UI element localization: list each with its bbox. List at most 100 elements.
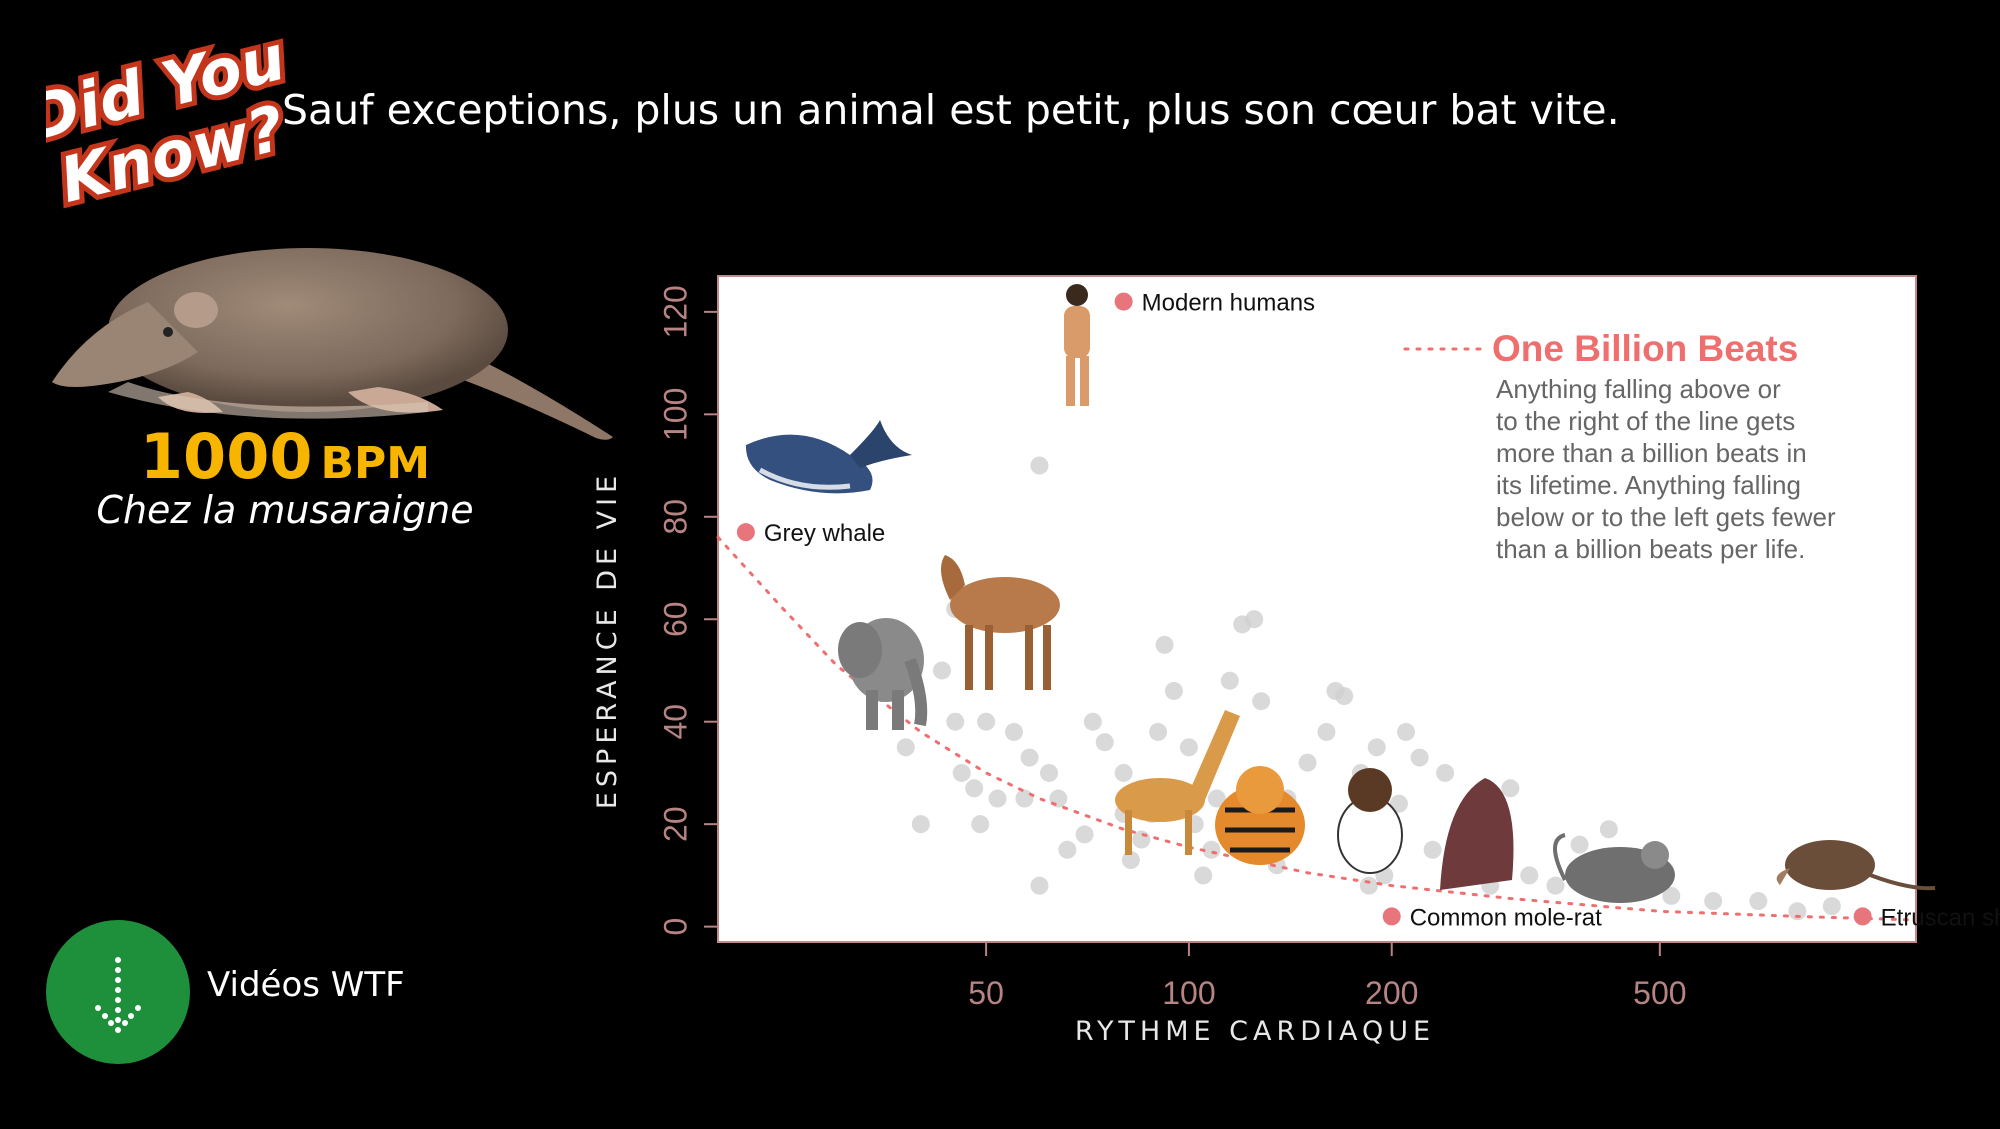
data-point — [1546, 876, 1565, 895]
data-point — [1164, 681, 1183, 700]
data-point — [952, 763, 971, 782]
legend-line-text: its lifetime. Anything falling — [1496, 470, 1801, 500]
shrew-caption: Chez la musaraigne — [96, 488, 474, 532]
highlight-point — [736, 523, 755, 542]
data-point — [1220, 671, 1239, 690]
data-point — [1075, 825, 1094, 844]
data-point — [1570, 835, 1589, 854]
data-point — [932, 661, 951, 680]
headline: Sauf exceptions, plus un animal est peti… — [282, 86, 1620, 134]
bpm-unit: BPM — [320, 438, 431, 489]
x-axis: 50 100 200 500 — [968, 941, 1687, 1011]
y-tick-label: 100 — [657, 388, 693, 441]
data-point — [1030, 456, 1049, 475]
data-point — [911, 815, 930, 834]
data-point — [1822, 897, 1841, 916]
legend-line-text: to the right of the line gets — [1496, 406, 1795, 436]
data-point — [1207, 789, 1226, 808]
data-point — [1179, 738, 1198, 757]
data-point — [1015, 789, 1034, 808]
data-point — [971, 815, 990, 834]
data-point — [1410, 748, 1429, 767]
data-point — [977, 712, 996, 731]
y-tick-label: 60 — [657, 601, 693, 637]
human-icon — [1064, 284, 1090, 406]
highlight-label: Modern humans — [1142, 290, 1315, 317]
data-point — [1520, 866, 1539, 885]
data-point — [1704, 892, 1723, 911]
highlighted-points: Modern humans Grey whale Common mole-rat Et… — [736, 290, 2000, 931]
data-point — [1298, 753, 1317, 772]
highlight-point — [1114, 292, 1133, 311]
elephant-icon — [838, 618, 928, 730]
shrew-photo — [52, 248, 613, 440]
data-point — [1155, 635, 1174, 654]
highlight-label: Etruscan shrew — [1881, 904, 2000, 931]
data-point — [1423, 840, 1442, 859]
data-point — [1004, 722, 1023, 741]
videos-wtf-label[interactable]: Vidéos WTF — [207, 965, 405, 1005]
data-point — [1389, 794, 1408, 813]
data-point — [1058, 840, 1077, 859]
data-point — [1749, 892, 1768, 911]
data-point — [1049, 789, 1068, 808]
legend-line-text: than a billion beats per life. — [1496, 534, 1805, 564]
data-point — [896, 738, 915, 757]
y-tick-label: 0 — [657, 918, 693, 936]
data-point — [1788, 902, 1807, 921]
rat-icon — [1553, 833, 1675, 903]
data-point — [1335, 687, 1354, 706]
tiger-icon — [1215, 766, 1305, 865]
x-tick-label: 500 — [1633, 975, 1686, 1011]
data-point — [1114, 763, 1133, 782]
data-point — [1252, 692, 1271, 711]
giraffe-icon — [1115, 710, 1240, 855]
y-tick-label: 80 — [657, 499, 693, 535]
data-point — [1436, 763, 1455, 782]
etruscan-shrew-icon — [1776, 840, 1936, 891]
y-tick-label: 40 — [657, 704, 693, 740]
data-point — [1599, 820, 1618, 839]
bpm-value: 1000 — [139, 420, 313, 493]
legend-line-text: more than a billion beats in — [1496, 438, 1807, 468]
horse-icon — [941, 555, 1060, 690]
down-arrow-icon — [95, 957, 141, 1033]
dog-icon — [1337, 768, 1403, 874]
data-point — [946, 712, 965, 731]
data-point — [1662, 886, 1681, 905]
legend-title: One Billion Beats — [1492, 328, 1798, 369]
data-point — [1359, 876, 1378, 895]
x-tick-label: 200 — [1365, 975, 1418, 1011]
x-tick-label: 100 — [1162, 975, 1215, 1011]
highlight-label: Grey whale — [764, 520, 885, 547]
did-you-know-logo: Did You Know? — [46, 30, 286, 210]
billion-beats-curve — [716, 535, 1918, 922]
mole-rat-icon — [1440, 778, 1514, 890]
data-point — [1095, 733, 1114, 752]
bpm-highlight: 1000 BPM — [0, 420, 570, 493]
data-point — [1083, 712, 1102, 731]
data-point — [1030, 876, 1049, 895]
x-axis-title: RYTHME CARDIAQUE — [1075, 1016, 1435, 1047]
data-point — [988, 789, 1007, 808]
data-point — [1245, 610, 1264, 629]
data-point — [1040, 763, 1059, 782]
legend-line-text: Anything falling above or — [1496, 374, 1781, 404]
videos-wtf-button[interactable] — [46, 920, 190, 1064]
highlight-point — [1382, 907, 1401, 926]
data-point — [1397, 722, 1416, 741]
data-point — [1501, 779, 1520, 798]
data-point — [1367, 738, 1386, 757]
y-axis-title: ESPERANCE DE VIE — [592, 471, 623, 809]
y-tick-label: 120 — [657, 285, 693, 338]
data-point — [1020, 748, 1039, 767]
legend-line-text: below or to the left gets fewer — [1496, 502, 1836, 532]
highlight-label: Common mole-rat — [1410, 904, 1602, 931]
highlight-point — [1853, 907, 1872, 926]
y-axis: 0 20 40 60 80 100 120 — [657, 285, 719, 936]
data-point — [1121, 851, 1140, 870]
data-point — [965, 779, 984, 798]
y-tick-label: 20 — [657, 806, 693, 842]
